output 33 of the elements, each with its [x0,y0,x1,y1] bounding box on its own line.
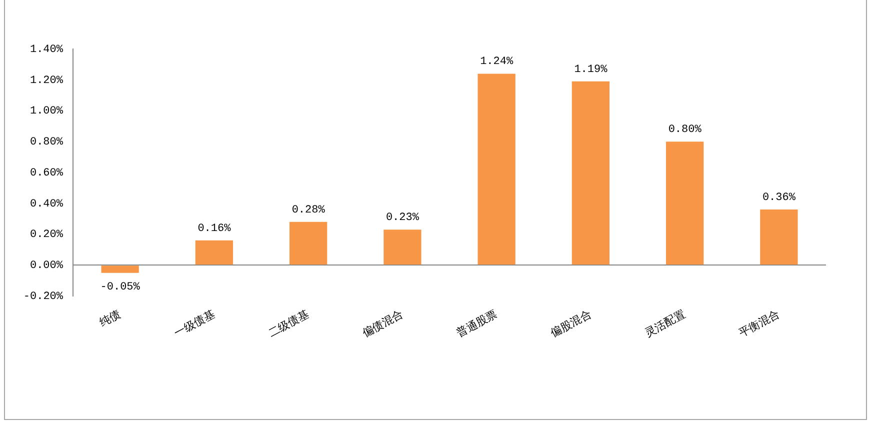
x-tick-label: 普通股票 [454,308,500,340]
data-label: 0.80% [668,124,702,136]
x-tick-label: 纯债 [97,308,123,330]
bar [195,240,234,265]
y-tick-label: 0.80% [30,136,64,149]
y-tick-label: 0.40% [30,198,64,210]
x-tick-label: 偏股混合 [548,308,594,340]
y-tick-label: 1.40% [30,44,64,56]
y-tick-label: 0.60% [30,167,64,180]
bar [101,266,139,273]
y-tick-label: 1.00% [30,106,64,118]
data-label: 0.36% [762,192,796,204]
data-label: 1.19% [574,64,608,76]
bar [384,230,422,265]
bar [478,74,516,265]
data-label: -0.05% [100,281,140,294]
data-label: 1.24% [480,56,514,68]
x-tick-label: 一级债基 [172,308,217,340]
bar [760,210,798,265]
y-tick-label: -0.20% [23,290,64,303]
bar [289,222,328,265]
x-tick-label: 二级债基 [266,308,312,340]
x-tick-label: 偏债混合 [360,308,406,340]
y-tick-label: 0.00% [30,260,64,272]
data-label: 0.23% [386,212,420,224]
data-label: 0.16% [198,222,232,235]
x-tick-label: 灵活配置 [642,308,688,340]
bar [572,81,610,265]
data-label: 0.28% [292,204,326,216]
bar [666,142,704,265]
y-tick-label: 1.20% [30,74,64,87]
x-tick-label: 平衡混合 [736,308,782,340]
y-tick-label: 0.20% [30,229,64,242]
